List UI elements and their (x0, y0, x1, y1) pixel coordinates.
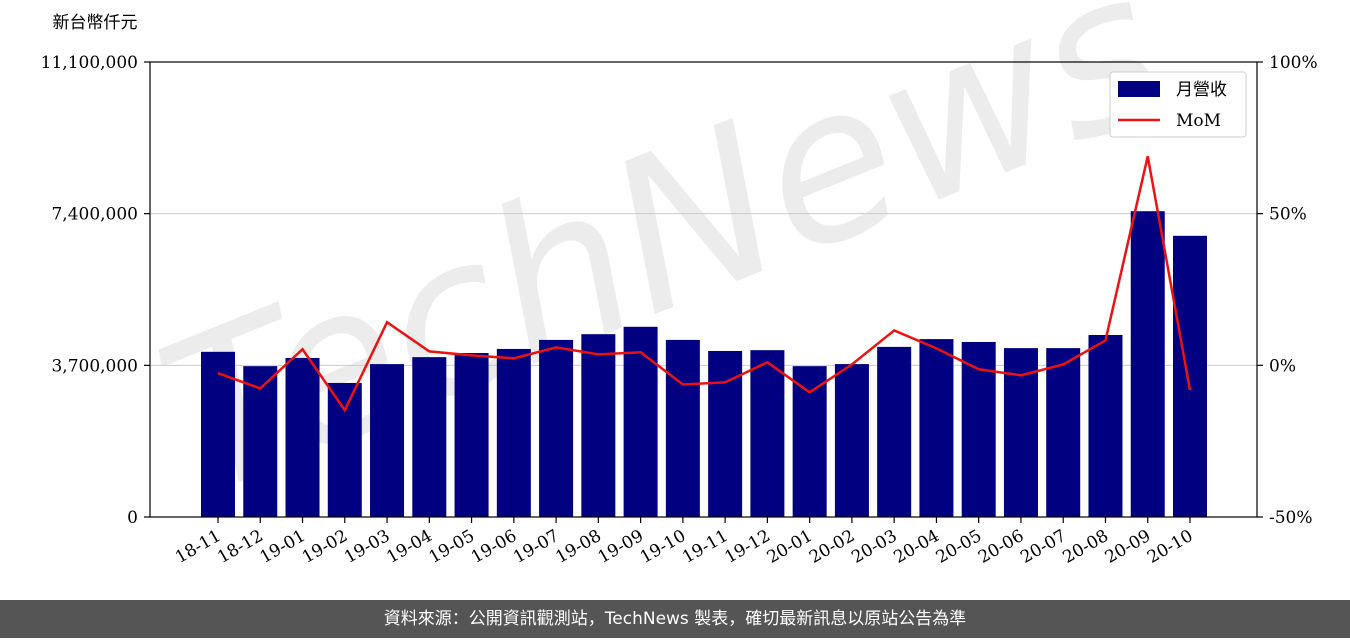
plot-frame (149, 61, 1258, 518)
x-tick-label: 19-05 (426, 526, 478, 568)
bar (1130, 211, 1165, 517)
x-tick-label: 19-01 (257, 526, 309, 568)
bar (454, 353, 489, 517)
x-tick-label: 19-06 (468, 526, 520, 568)
x-tick-label: 20-06 (975, 526, 1027, 568)
bar (1173, 235, 1207, 517)
x-tick-label: 19-10 (637, 526, 689, 568)
bar (792, 366, 827, 517)
bar (1046, 348, 1081, 517)
bar (665, 339, 700, 517)
bar (750, 350, 785, 517)
x-tick-label: 20-05 (933, 526, 985, 568)
bar (877, 346, 912, 517)
x-tick-label: 20-01 (764, 526, 816, 568)
bar (243, 366, 278, 517)
y2-tick-label: -50% (1269, 508, 1313, 528)
x-tick-label: 19-02 (299, 526, 351, 568)
x-tick-label: 20-07 (1017, 526, 1069, 568)
bar (581, 334, 616, 517)
y-tick-label: 7,400,000 (51, 205, 138, 225)
bar (623, 326, 658, 517)
footer-bar (0, 600, 1350, 638)
x-tick-label: 20-02 (806, 526, 858, 568)
y-tick-label: 0 (127, 508, 138, 528)
legend: 月營收 MoM (1109, 71, 1247, 138)
bar (370, 364, 405, 517)
line (217, 156, 1192, 413)
y-tick-label: 11,100,000 (41, 53, 138, 73)
x-tick-label: 19-11 (679, 526, 731, 568)
bar (412, 357, 447, 517)
bar (1088, 335, 1123, 517)
x-tick-label: 19-03 (341, 526, 393, 568)
legend-swatch (1118, 81, 1160, 97)
x-tick-label: 19-07 (510, 526, 562, 568)
legend-label: MoM (1176, 111, 1221, 131)
y2-tick-label: 50% (1269, 205, 1307, 225)
x-tick-label: 20-04 (890, 526, 942, 568)
x-tick-label: 20-08 (1060, 526, 1112, 568)
x-tick-label: 20-10 (1144, 526, 1196, 568)
y-axis-label: 新台幣仟元 (53, 13, 138, 33)
x-tick-label: 18-11 (172, 526, 224, 568)
x-tick-label: 19-04 (383, 526, 435, 568)
y2-tick-label: 0% (1269, 356, 1296, 376)
x-tick-label: 19-12 (721, 526, 773, 568)
x-tick-label: 19-09 (595, 526, 647, 568)
x-tick-label: 20-09 (1102, 526, 1154, 568)
bar (285, 357, 320, 517)
bar (327, 382, 362, 517)
bar (708, 350, 743, 517)
x-tick-label: 20-03 (848, 526, 900, 568)
x-tick-label: 19-08 (552, 526, 604, 568)
y2-tick-label: 100% (1269, 53, 1318, 73)
bar (201, 351, 235, 517)
legend-label: 月營收 (1176, 80, 1227, 100)
bar (539, 339, 574, 517)
bar (496, 348, 531, 517)
bar (919, 339, 954, 517)
footer: 資料來源：公開資訊觀測站，TechNews 製表，確切最新訊息以原站公告為準 (384, 609, 966, 629)
y-tick-label: 3,700,000 (51, 356, 138, 376)
bar (834, 364, 869, 517)
